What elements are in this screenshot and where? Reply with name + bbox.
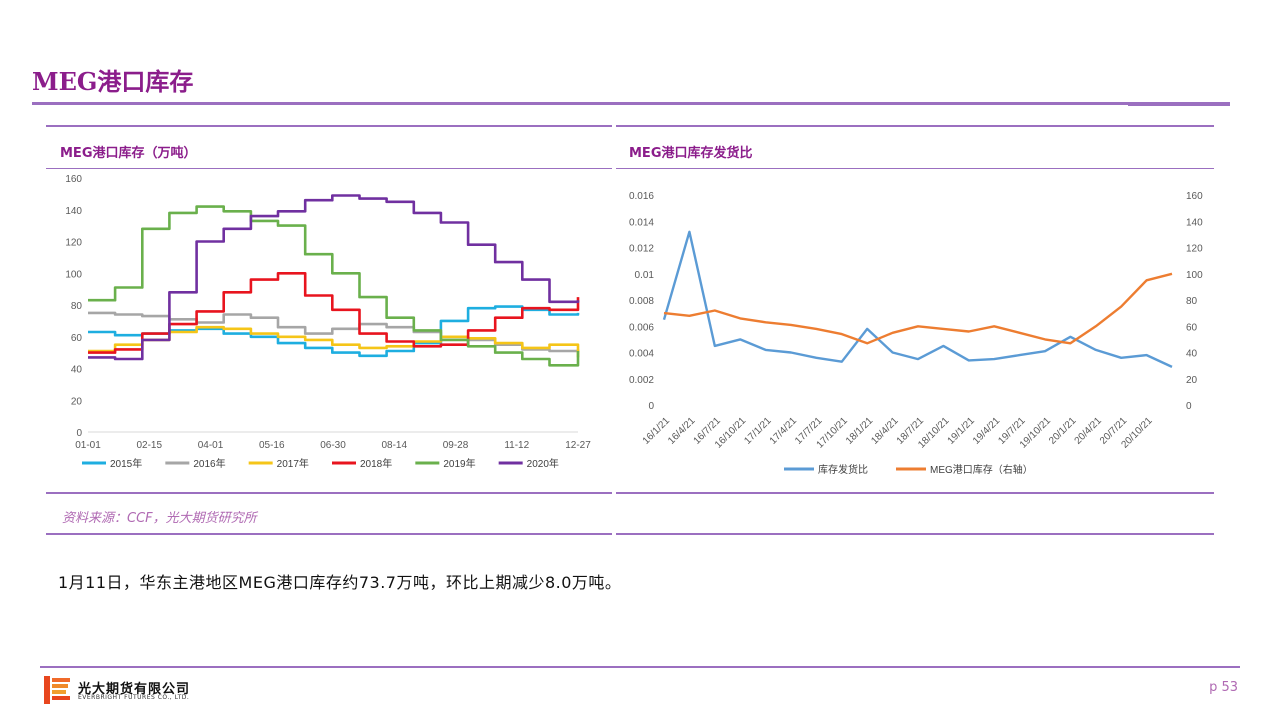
x-tick-label: 12-27 bbox=[565, 440, 591, 451]
y-tick-label: 0.002 bbox=[629, 375, 654, 386]
y-tick-label: 40 bbox=[71, 365, 83, 376]
commentary-text: 1月11日，华东主港地区MEG港口库存约73.7万吨，环比上期减少8.0万吨。 bbox=[58, 573, 622, 592]
left-line-chart: 0 20 40 60 80 100 120 140 160 01-01 02-15 04-01 05-1… bbox=[65, 174, 591, 470]
left-panel-top-rule bbox=[46, 125, 612, 127]
y-tick-label: 0.008 bbox=[629, 296, 654, 307]
page-number: p 53 bbox=[1209, 680, 1238, 695]
y2-tick-label: 20 bbox=[1186, 375, 1198, 386]
x-tick-label: 16/4/21 bbox=[666, 415, 698, 447]
right-chart-title: MEG港口库存发货比 bbox=[629, 146, 753, 161]
right-panel-top-rule bbox=[616, 125, 1214, 127]
x-tick-label: 16/1/21 bbox=[641, 415, 673, 447]
x-tick-label: 01-01 bbox=[75, 440, 101, 451]
y-tick-label: 0.01 bbox=[635, 270, 655, 281]
footer-divider bbox=[40, 666, 1240, 668]
legend-label: 2017年 bbox=[277, 457, 309, 470]
left-panel-footer-rule bbox=[46, 533, 612, 535]
y2-tick-label: 140 bbox=[1186, 217, 1203, 228]
company-logo-icon bbox=[44, 676, 70, 704]
left-panel-bottom-rule bbox=[46, 492, 612, 494]
y2-tick-label: 100 bbox=[1186, 270, 1203, 281]
source-note: 资料来源：CCF，光大期货研究所 bbox=[62, 511, 257, 526]
y-tick-label: 0 bbox=[76, 428, 82, 439]
y2-tick-label: 40 bbox=[1186, 349, 1198, 360]
y-tick-label: 80 bbox=[71, 301, 83, 312]
title-divider-thin bbox=[1128, 105, 1230, 106]
series-line-MEG港口库存（右轴） bbox=[663, 272, 1173, 345]
x-tick-label: 06-30 bbox=[320, 440, 346, 451]
x-tick-label: 20/1/21 bbox=[1047, 415, 1079, 447]
series-line-库存发货比 bbox=[662, 230, 1173, 368]
left-panel-title-rule bbox=[46, 168, 612, 169]
x-tick-label: 08-14 bbox=[381, 440, 407, 451]
legend-label: 2016年 bbox=[193, 457, 225, 470]
x-tick-label: 18/1/21 bbox=[844, 415, 876, 447]
x-tick-label: 18/4/21 bbox=[869, 415, 901, 447]
y-tick-label: 0.004 bbox=[629, 349, 654, 360]
legend-label: 库存发货比 bbox=[818, 463, 868, 476]
x-tick-label: 20/4/21 bbox=[1073, 415, 1105, 447]
x-tick-label: 17/4/21 bbox=[768, 415, 800, 447]
series-line-2019年 bbox=[88, 205, 580, 367]
legend-label: 2020年 bbox=[527, 457, 559, 470]
x-tick-label: 17/1/21 bbox=[742, 415, 774, 447]
x-tick-label: 02-15 bbox=[136, 440, 162, 451]
y-tick-label: 0 bbox=[648, 401, 654, 412]
legend-label: 2019年 bbox=[443, 457, 475, 470]
x-tick-label: 11-12 bbox=[504, 440, 529, 451]
series-line-2020年 bbox=[88, 194, 580, 361]
y-tick-label: 100 bbox=[65, 269, 82, 280]
y-tick-label: 60 bbox=[71, 333, 83, 344]
y-tick-label: 20 bbox=[71, 396, 83, 407]
company-name-en: EVERBRIGHT FUTURES CO., LTD. bbox=[78, 694, 190, 701]
y2-tick-label: 0 bbox=[1186, 401, 1192, 412]
x-tick-label: 19/4/21 bbox=[971, 415, 1003, 447]
right-dual-axis-chart: 0 0.002 0.004 0.006 0.008 0.01 0.012 0.014 0.016… bbox=[629, 191, 1203, 476]
right-panel-title-rule bbox=[616, 168, 1214, 169]
y-tick-label: 0.016 bbox=[629, 191, 654, 202]
y-tick-label: 0.012 bbox=[629, 244, 654, 255]
left-chart-title: MEG港口库存（万吨） bbox=[60, 146, 197, 161]
y-tick-label: 120 bbox=[65, 238, 82, 249]
x-tick-label: 19/1/21 bbox=[946, 415, 978, 447]
y2-tick-label: 160 bbox=[1186, 191, 1203, 202]
y-tick-label: 0.014 bbox=[629, 217, 654, 228]
page-title: MEG港口库存 bbox=[32, 67, 194, 96]
y-tick-label: 160 bbox=[65, 174, 82, 185]
y2-tick-label: 120 bbox=[1186, 244, 1203, 255]
y-tick-label: 0.006 bbox=[629, 322, 654, 333]
x-tick-label: 04-01 bbox=[198, 440, 224, 451]
x-tick-label: 09-28 bbox=[443, 440, 469, 451]
y2-tick-label: 80 bbox=[1186, 296, 1198, 307]
company-name-cn: 光大期货有限公司 bbox=[78, 682, 191, 697]
y2-tick-label: 60 bbox=[1186, 322, 1198, 333]
legend-label: 2015年 bbox=[110, 457, 142, 470]
right-panel-footer-rule bbox=[616, 533, 1214, 535]
legend-label: 2018年 bbox=[360, 457, 392, 470]
right-panel-bottom-rule bbox=[616, 492, 1214, 494]
title-divider bbox=[32, 102, 1230, 105]
legend-label: MEG港口库存（右轴） bbox=[930, 463, 1033, 476]
y-tick-label: 140 bbox=[65, 206, 82, 217]
x-tick-label: 05-16 bbox=[259, 440, 285, 451]
